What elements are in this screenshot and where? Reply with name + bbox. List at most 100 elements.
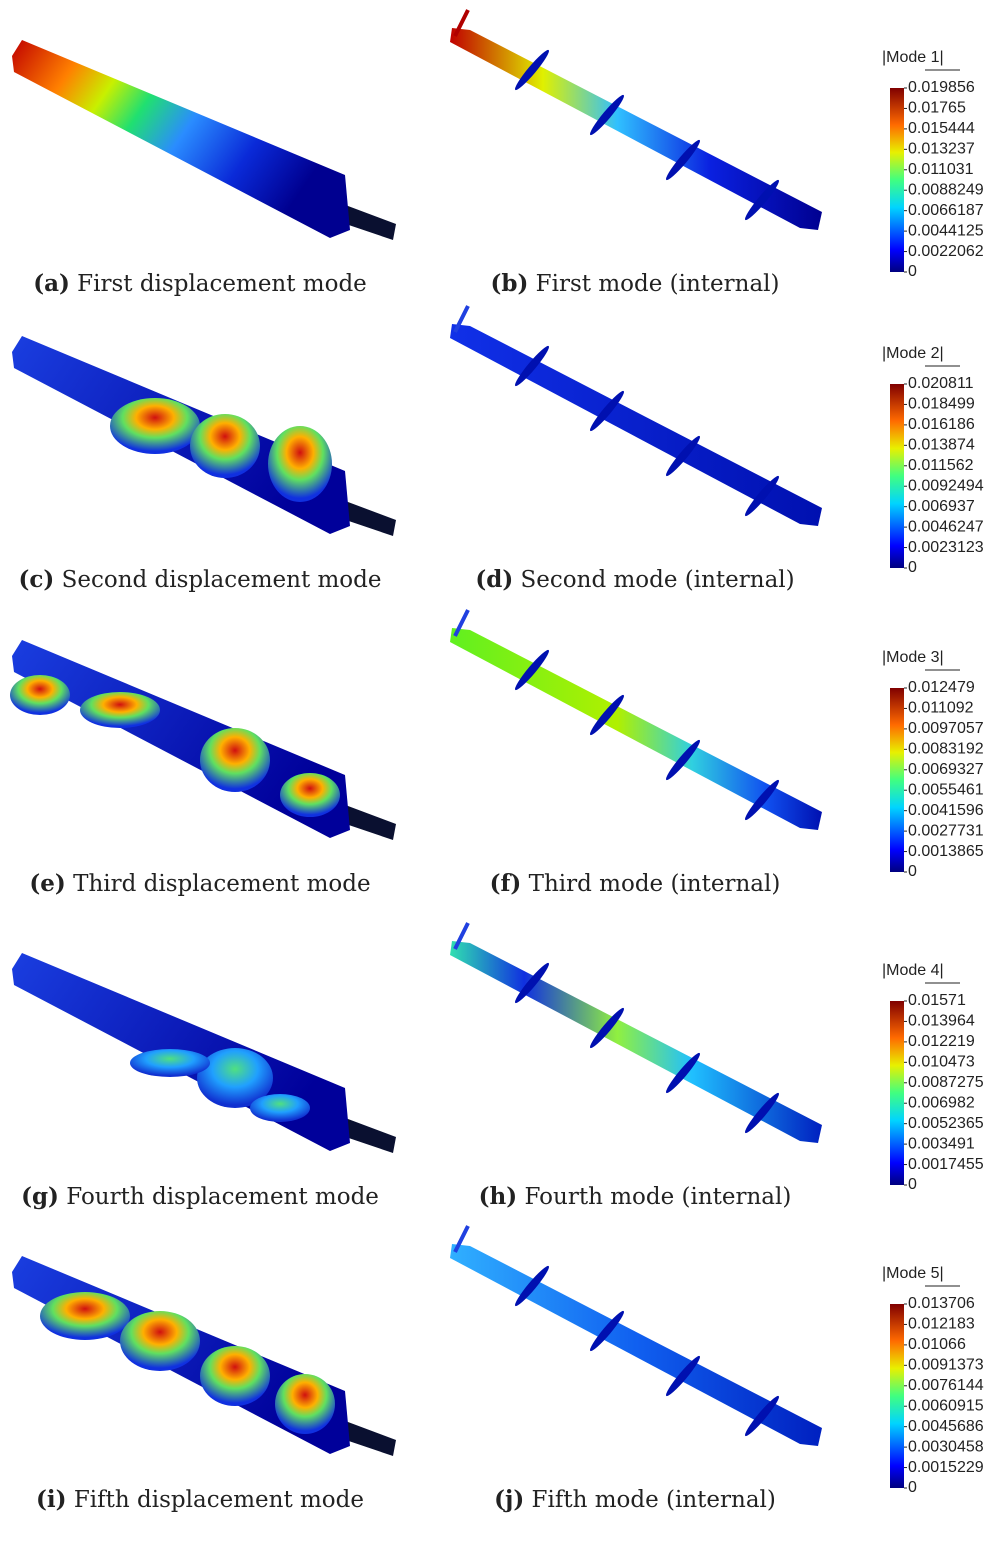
caption-label: (i) xyxy=(36,1486,67,1513)
colorbar-label: 0.0041596 xyxy=(908,802,984,819)
caption: (g) Fourth displacement mode xyxy=(21,1183,379,1210)
blade-bump xyxy=(280,773,340,817)
colorbar-label: 0.013706 xyxy=(908,1295,975,1312)
panel-row: (i) Fifth displacement mode (j) Fifth mod… xyxy=(12,1226,984,1513)
caption-label: (b) xyxy=(491,270,529,297)
caption-text: Second displacement mode xyxy=(62,567,382,593)
colorbar-label: 0 xyxy=(908,263,917,280)
colorbar-label: 0.0044125 xyxy=(908,222,984,239)
caption: (i) Fifth displacement mode xyxy=(36,1486,364,1513)
internal-image xyxy=(450,610,822,830)
colorbar-label: 0.013874 xyxy=(908,437,975,454)
colorbar-label: 0 xyxy=(908,1176,917,1193)
colorbar-label: 0 xyxy=(908,559,917,576)
colorbar-label: 0.0045686 xyxy=(908,1418,984,1435)
colorbar-label: 0.0013865 xyxy=(908,843,984,860)
caption: (a) First displacement mode xyxy=(33,270,367,297)
blade-bump xyxy=(190,414,260,478)
caption-label: (e) xyxy=(29,870,65,897)
caption-label: (h) xyxy=(479,1183,518,1210)
panel-row: (g) Fourth displacement mode (h) Fourth m… xyxy=(12,923,984,1210)
blade-bump xyxy=(40,1292,130,1340)
colorbar-label: 0.0027731 xyxy=(908,822,984,839)
blade-bump xyxy=(10,675,70,715)
colorbar-label: 0.01765 xyxy=(908,100,966,117)
panel-row: (e) Third displacement mode (f) Third mod… xyxy=(10,610,984,897)
colorbar-label: 0.0046247 xyxy=(908,518,984,535)
colorbar-label: 0.0055461 xyxy=(908,781,984,798)
caption-text: Fifth displacement mode xyxy=(74,1487,364,1513)
caption-text: First mode (internal) xyxy=(536,271,780,297)
colorbar-label: 0.011562 xyxy=(908,457,974,474)
colorbar-label: 0.0022062 xyxy=(908,243,984,260)
blade-image xyxy=(12,953,396,1153)
caption: (h) Fourth mode (internal) xyxy=(479,1183,792,1210)
colorbar-label: 0.019856 xyxy=(908,79,975,96)
panel-row: (c) Second displacement mode (d) Second m… xyxy=(12,306,984,593)
colorbar xyxy=(890,1304,904,1488)
colorbar-label: 0 xyxy=(908,863,917,880)
caption: (f) Third mode (internal) xyxy=(490,870,781,897)
colorbar-label: 0.015444 xyxy=(908,120,975,137)
colorbar-label: 0 xyxy=(908,1479,917,1496)
caption: (j) Fifth mode (internal) xyxy=(494,1486,776,1513)
caption-text: Fourth displacement mode xyxy=(66,1184,379,1210)
blade-bump xyxy=(80,692,160,728)
colorbar-label: 0.0023123 xyxy=(908,539,984,556)
blade-image xyxy=(12,336,396,536)
figure: (a) First displacement mode (b) First mod… xyxy=(0,0,1008,1543)
colorbar-label: 0.011031 xyxy=(908,161,974,178)
caption-text: Fifth mode (internal) xyxy=(532,1487,776,1513)
caption-text: Second mode (internal) xyxy=(521,567,795,593)
blade-bump xyxy=(200,728,270,792)
colorbar-label: 0.012479 xyxy=(908,679,975,696)
colorbar-title: |Mode 4| xyxy=(882,962,944,979)
colorbar xyxy=(890,688,904,872)
colorbar-label: 0.012219 xyxy=(908,1033,975,1050)
colorbar-label: 0.01571 xyxy=(908,992,966,1009)
colorbar-label: 0.013237 xyxy=(908,141,975,158)
caption-text: Fourth mode (internal) xyxy=(524,1184,791,1210)
colorbar-label: 0.01066 xyxy=(908,1336,966,1353)
colorbar-label: 0.0091373 xyxy=(908,1357,984,1374)
caption-label: (f) xyxy=(490,870,522,897)
colorbar-label: 0.0083192 xyxy=(908,741,984,758)
blade-bump xyxy=(275,1374,335,1434)
blade-bump xyxy=(268,426,332,502)
colorbar-label: 0.0017455 xyxy=(908,1156,984,1173)
colorbar-title: |Mode 3| xyxy=(882,649,944,666)
colorbar xyxy=(890,384,904,568)
colorbar-title: |Mode 5| xyxy=(882,1265,944,1282)
colorbar-label: 0.0030458 xyxy=(908,1438,984,1455)
colorbar-label: 0.003491 xyxy=(908,1135,975,1152)
colorbar-label: 0.016186 xyxy=(908,416,975,433)
colorbar-label: 0.013964 xyxy=(908,1013,975,1030)
caption-label: (d) xyxy=(475,566,513,593)
colorbar xyxy=(890,88,904,272)
colorbar-title: |Mode 1| xyxy=(882,49,944,66)
internal-image xyxy=(450,306,822,526)
colorbar-label: 0.006982 xyxy=(908,1094,975,1111)
caption-label: (j) xyxy=(494,1486,524,1513)
colorbar-label: 0.018499 xyxy=(908,396,975,413)
blade-image xyxy=(12,40,396,240)
blade-bump xyxy=(120,1311,200,1371)
colorbar-label: 0.0060915 xyxy=(908,1397,984,1414)
caption-label: (g) xyxy=(21,1183,59,1210)
colorbar-label: 0.006937 xyxy=(908,498,975,515)
internal-image xyxy=(450,10,822,230)
blade-image xyxy=(12,1256,396,1456)
colorbar-label: 0.0069327 xyxy=(908,761,984,778)
colorbar-label: 0.0097057 xyxy=(908,720,984,737)
caption-label: (a) xyxy=(33,270,70,297)
caption-text: Third displacement mode xyxy=(73,871,370,897)
caption-text: First displacement mode xyxy=(77,271,367,297)
internal-image xyxy=(450,923,822,1143)
colorbar-label: 0.0066187 xyxy=(908,202,984,219)
blade-bump xyxy=(250,1094,310,1122)
caption: (b) First mode (internal) xyxy=(491,270,780,297)
internal-image xyxy=(450,1226,822,1446)
caption-text: Third mode (internal) xyxy=(529,871,781,897)
blade-image xyxy=(10,640,396,840)
caption: (c) Second displacement mode xyxy=(19,566,382,593)
